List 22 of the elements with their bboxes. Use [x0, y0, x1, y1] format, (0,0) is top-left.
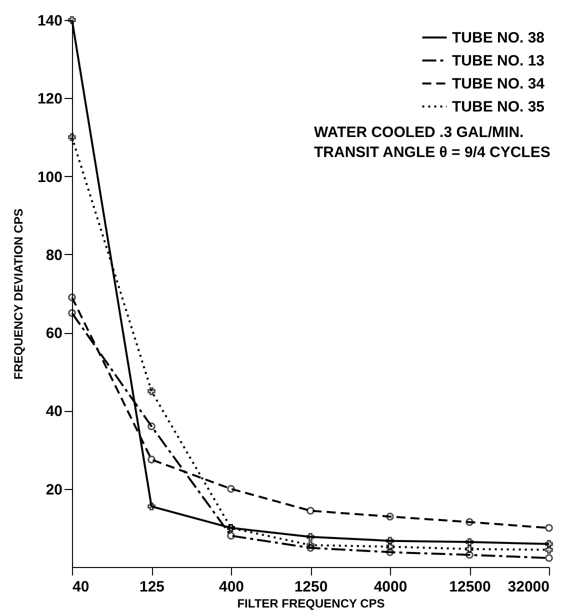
- x-tick-label: 4000: [374, 578, 408, 596]
- x-axis-title: FILTER FREQUENCY CPS: [237, 596, 385, 610]
- legend-label: TUBE NO. 35: [452, 98, 545, 116]
- x-tick-label: 400: [218, 578, 244, 596]
- y-tick-label: 140: [37, 12, 62, 30]
- x-tick-label: 125: [139, 578, 165, 596]
- y-axis-title: FREQUENCY DEVIATION CPS: [11, 208, 26, 380]
- x-tick-label: 32000: [508, 578, 550, 596]
- y-tick-label: 80: [46, 246, 62, 264]
- annotation: WATER COOLED .3 GAL/MIN.: [314, 124, 524, 141]
- y-tick-label: 40: [46, 403, 62, 420]
- x-tick-label: 40: [72, 578, 90, 596]
- legend-label: TUBE NO. 38: [452, 30, 545, 46]
- x-tick-label: 1250: [294, 578, 328, 596]
- x-tick-label: 12500: [449, 578, 491, 596]
- y-tick-label: 20: [46, 481, 62, 498]
- legend-label: TUBE NO. 34: [452, 76, 546, 92]
- y-tick-label: 60: [46, 325, 62, 342]
- annotation: TRANSIT ANGLE θ = 9/4 CYCLES: [314, 144, 550, 161]
- y-tick-label: 100: [37, 168, 62, 186]
- legend-label: TUBE NO. 13: [452, 52, 545, 70]
- y-tick-label: 120: [37, 90, 62, 108]
